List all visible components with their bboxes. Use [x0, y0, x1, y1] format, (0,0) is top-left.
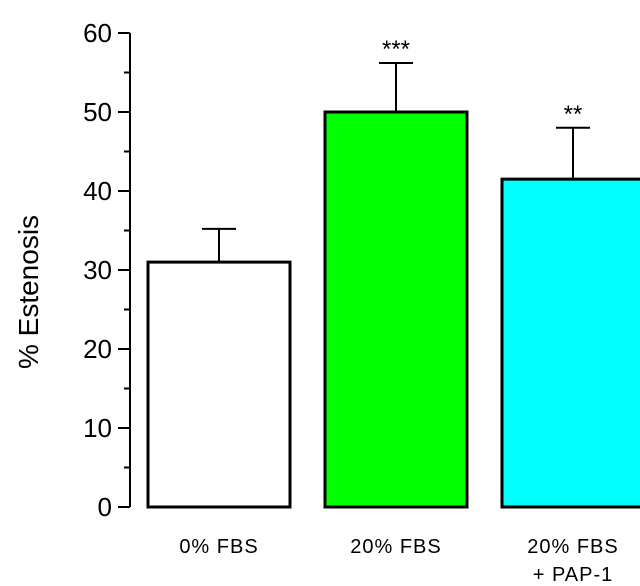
category-label: + PAP-1 — [533, 564, 614, 586]
category-label: 20% FBS — [350, 536, 441, 558]
bars — [146, 110, 640, 509]
category-labels: 0% FBS 20% FBS 20% FBS + PAP-1 — [179, 536, 618, 586]
bar — [323, 110, 469, 509]
y-tick-label: 60 — [83, 18, 112, 48]
y-tick-label: 0 — [98, 492, 112, 522]
significance-label: ** — [564, 101, 583, 128]
y-tick-label: 50 — [83, 97, 112, 127]
y-axis: 0 10 20 30 40 50 60 — [83, 18, 131, 522]
y-tick-label: 10 — [83, 413, 112, 443]
y-tick-label: 40 — [83, 176, 112, 206]
bar — [146, 260, 292, 509]
y-tick-label: 20 — [83, 334, 112, 364]
category-label: 0% FBS — [179, 536, 258, 558]
significance-markers: ***** — [382, 36, 582, 128]
category-label: 20% FBS — [527, 536, 618, 558]
y-tick-label: 30 — [83, 255, 112, 285]
y-axis-title: % Estenosis — [13, 215, 44, 369]
error-bars — [202, 62, 590, 263]
bar — [500, 177, 640, 509]
significance-label: *** — [382, 36, 410, 63]
